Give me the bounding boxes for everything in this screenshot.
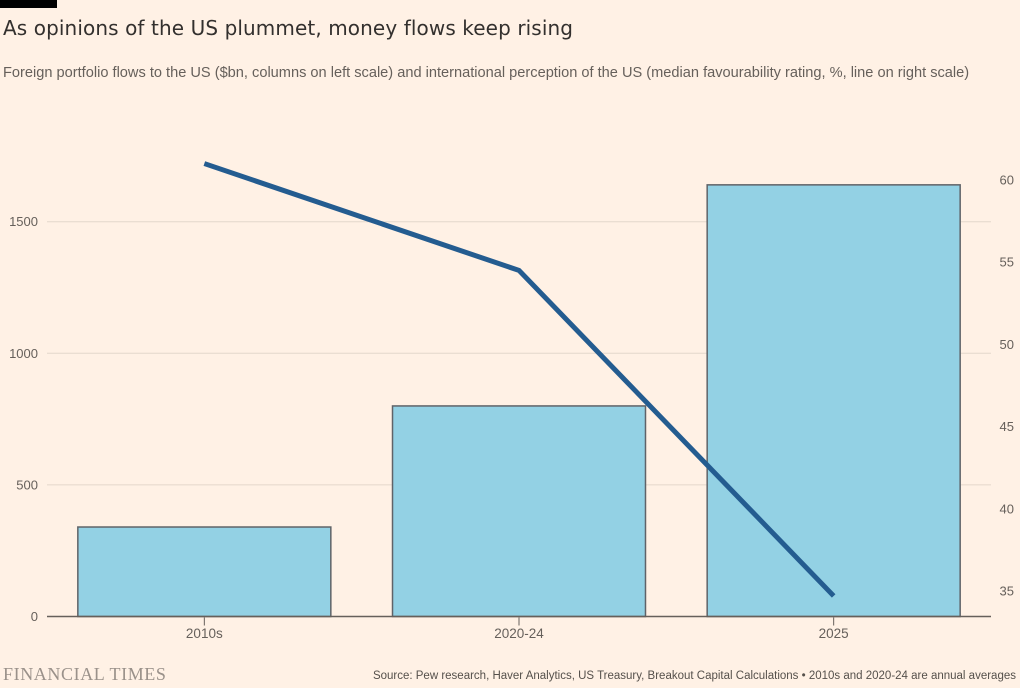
right-axis-label: 40 (1000, 501, 1014, 516)
favourability-line (203, 161, 836, 598)
flow-bar-2025 (706, 184, 961, 618)
x-axis-label: 2010s (186, 626, 223, 641)
flow-bar-2010s (77, 526, 332, 618)
source-note: Source: Pew research, Haver Analytics, U… (372, 670, 1016, 682)
left-axis-label: 500 (16, 477, 38, 492)
right-axis-label: 50 (1000, 337, 1014, 352)
right-axis-label: 45 (1000, 419, 1014, 434)
financial-times-logo: FINANCIAL TIMES (3, 664, 167, 684)
left-axis-label: 0 (31, 609, 38, 624)
left-axis-label: 1500 (9, 214, 38, 229)
x-axis-label: 2025 (819, 626, 849, 641)
right-axis-label: 60 (1000, 173, 1014, 188)
left-axis-label: 1000 (9, 346, 38, 361)
flow-bar-2020-24 (391, 405, 647, 618)
chart-title: As opinions of the US plummet, money flo… (3, 16, 574, 40)
x-axis-label: 2020-24 (494, 626, 544, 641)
right-axis-label: 35 (1000, 584, 1014, 599)
right-axis-label: 55 (1000, 255, 1014, 270)
chart-subtitle: Foreign portfolio flows to the US ($bn, … (3, 65, 970, 81)
ft-top-marker (0, 0, 57, 8)
